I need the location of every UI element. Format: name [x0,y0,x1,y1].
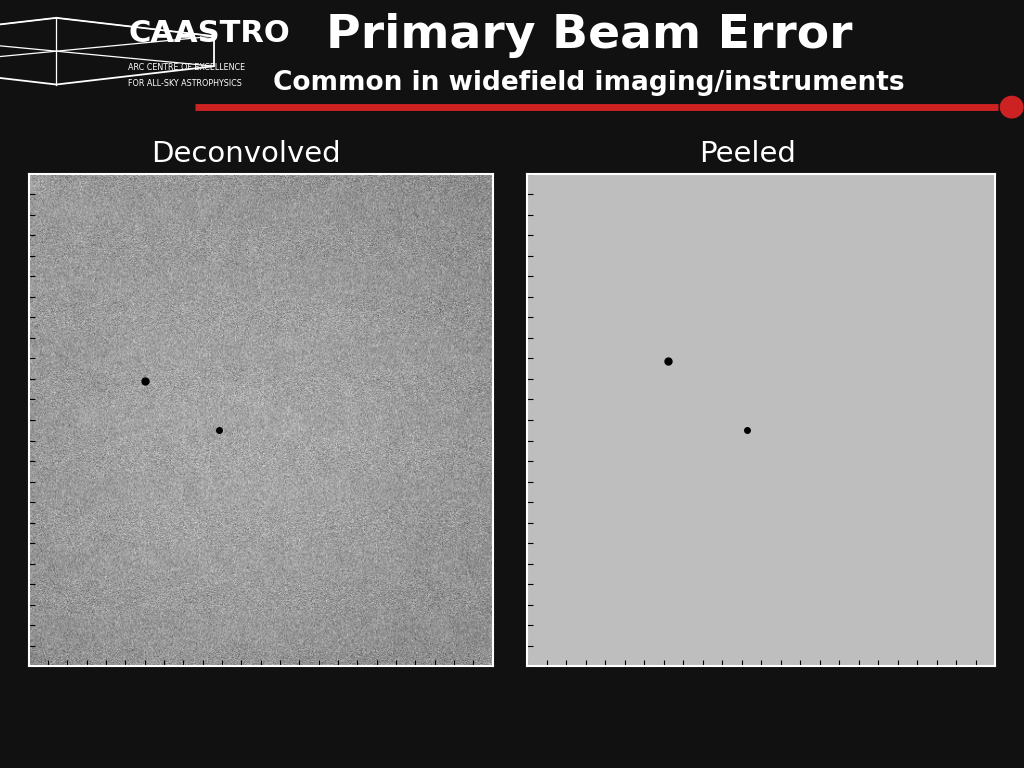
Text: Deconvolved: Deconvolved [151,140,341,167]
Text: Primary Beam Error: Primary Beam Error [326,13,852,58]
Text: CAASTRO: CAASTRO [128,19,290,48]
Text: FOR ALL-SKY ASTROPHYSICS: FOR ALL-SKY ASTROPHYSICS [128,79,242,88]
Text: Common in widefield imaging/instruments: Common in widefield imaging/instruments [273,71,904,96]
Text: ARC CENTRE OF EXCELLENCE: ARC CENTRE OF EXCELLENCE [128,63,245,72]
Text: Peeled: Peeled [699,140,796,167]
Text: Peeling applicable to transient and variable sources too.: Peeling applicable to transient and vari… [83,717,941,746]
Ellipse shape [1000,97,1023,118]
